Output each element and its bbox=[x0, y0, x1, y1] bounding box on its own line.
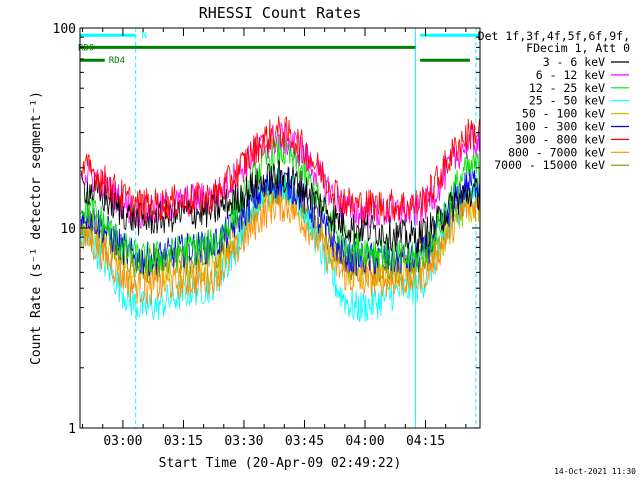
chart-title: RHESSI Count Rates bbox=[199, 4, 362, 22]
annotation-label-2: RD0 bbox=[78, 43, 94, 53]
legend-label-4: 50 - 100 keV bbox=[522, 107, 605, 121]
legend-label-2: 12 - 25 keV bbox=[529, 81, 605, 95]
x-tick-label-3: 03:45 bbox=[285, 434, 324, 449]
series-line-6 bbox=[80, 116, 480, 224]
x-axis-label: Start Time (20-Apr-09 02:49:22) bbox=[159, 456, 402, 471]
series-line-5 bbox=[80, 166, 480, 277]
y-tick-label-1: 10 bbox=[60, 222, 76, 237]
legend-header-line-1: Det 1f,3f,4f,5f,6f,9f, bbox=[478, 29, 630, 43]
legend-label-8: 7000 - 15000 keV bbox=[494, 158, 605, 172]
series-line-0 bbox=[80, 159, 480, 254]
legend: Det 1f,3f,4f,5f,6f,9f, FDecim 1, Att 0 3… bbox=[478, 29, 630, 172]
legend-label-1: 6 - 12 keV bbox=[536, 68, 605, 82]
x-tick-label-4: 04:00 bbox=[345, 434, 384, 449]
legend-label-7: 800 - 7000 keV bbox=[508, 145, 605, 159]
legend-label-5: 100 - 300 keV bbox=[515, 120, 605, 134]
annotation-label-0: N bbox=[142, 31, 147, 41]
x-tick-label-2: 03:30 bbox=[224, 434, 263, 449]
series-line-2 bbox=[80, 136, 480, 274]
legend-header-line-2: FDecim 1, Att 0 bbox=[526, 41, 630, 55]
series-line-7 bbox=[80, 188, 480, 305]
y-tick-label-0: 1 bbox=[68, 422, 76, 437]
annotation-label-3: RD4 bbox=[109, 56, 125, 66]
legend-label-0: 3 - 6 keV bbox=[543, 55, 605, 69]
legend-label-3: 25 - 50 keV bbox=[529, 94, 605, 108]
legend-label-6: 300 - 800 keV bbox=[515, 132, 605, 146]
timestamp: 14-Oct-2021 11:30 bbox=[554, 467, 636, 476]
y-axis-label: Count Rate (s⁻¹ detector segment⁻¹) bbox=[29, 91, 44, 365]
axis-ticks: 03:00 03:15 03:30 03:45 04:00 04:15 1 10 100 bbox=[53, 22, 480, 449]
x-tick-label-1: 03:15 bbox=[164, 434, 203, 449]
annotation-bars: N RD0 RD4 bbox=[78, 31, 480, 66]
x-tick-label-5: 04:15 bbox=[406, 434, 445, 449]
x-tick-label-0: 03:00 bbox=[103, 434, 142, 449]
y-tick-label-2: 100 bbox=[53, 22, 76, 37]
data-series bbox=[80, 116, 480, 323]
